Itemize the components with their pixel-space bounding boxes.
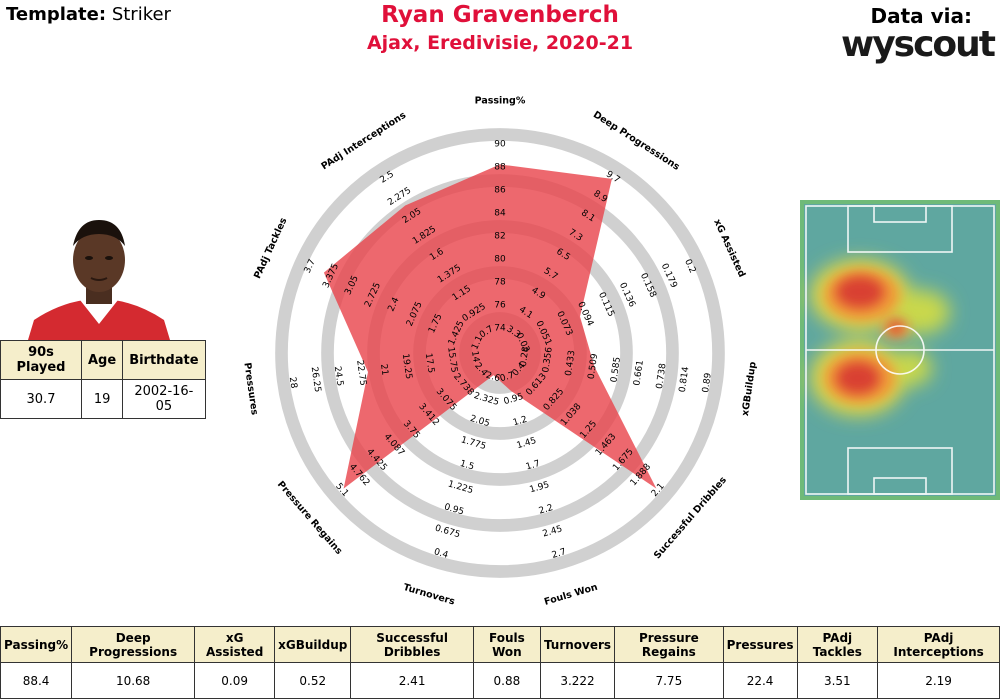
radar-tick-label: 15.75 (445, 346, 459, 373)
stats-header-2: xG Assisted (194, 626, 276, 663)
radar-tick-label: 28 (287, 376, 299, 389)
radar-tick-label: 1.95 (529, 480, 551, 495)
info-table: 90s Played Age Birthdate 30.7 19 2002-16… (0, 340, 206, 419)
stats-value-2: 0.09 (194, 662, 276, 699)
stats-header-5: Fouls Won (472, 626, 541, 663)
radar-tick-label: 84 (494, 209, 506, 219)
radar-tick-label: 0.661 (632, 360, 646, 387)
radar-tick-label: 2.45 (542, 524, 564, 539)
radar-tick-label: 21 (378, 363, 390, 376)
radar-chart: 747678808284868890Passing%3.34.14.95.76.… (241, 96, 759, 608)
heatmap-pitch (800, 200, 1000, 500)
stats-header-4: Successful Dribbles (350, 626, 474, 663)
stats-header-6: Turnovers (539, 626, 616, 663)
stats-value-8: 22.4 (722, 662, 798, 699)
radar-tick-label: 1.5 (459, 459, 476, 473)
stats-value-6: 3.222 (539, 662, 616, 699)
data-via-label: Data via: (870, 4, 972, 28)
wyscout-logo: wyscout (840, 24, 996, 65)
radar-tick-label: 0.7 (499, 371, 516, 385)
radar-tick-label: 0.356 (541, 346, 555, 373)
radar-tick-label: 2.2 (538, 503, 555, 517)
stats-header-0: Passing% (0, 626, 73, 663)
stats-value-9: 3.51 (796, 662, 879, 699)
radar-tick-label: 82 (494, 232, 505, 242)
stats-value-5: 0.88 (472, 662, 541, 699)
info-header-birthdate: Birthdate (122, 340, 206, 380)
radar-tick-label: 80 (494, 255, 506, 265)
radar-tick-label: 74 (494, 324, 506, 334)
template-value: Striker (111, 4, 171, 25)
stats-value-4: 2.41 (350, 662, 474, 699)
radar-tick-label: 17.5 (423, 353, 436, 374)
radar-tick-label: 0.28 (519, 346, 532, 368)
radar-tick-label: 0.89 (701, 372, 714, 394)
radar-tick-label: 0.433 (564, 350, 578, 377)
info-value-90s: 30.7 (0, 379, 82, 419)
stats-header-1: Deep Progressions (71, 626, 196, 663)
radar-tick-label: 22.75 (354, 360, 368, 387)
template-label: Template: Striker (6, 4, 171, 25)
stats-value-1: 10.68 (71, 662, 196, 699)
template-key: Template: (6, 4, 107, 25)
radar-axis-label: Passing% (475, 96, 526, 107)
radar-tick-label: 2.6 (485, 371, 502, 385)
radar-tick-label: 0.585 (609, 356, 623, 383)
radar-tick-label: 0.814 (678, 366, 692, 393)
stats-value-3: 0.52 (274, 662, 352, 699)
player-photo (28, 212, 170, 340)
radar-tick-label: 0.738 (655, 362, 669, 389)
radar-tick-label: 24.5 (332, 366, 345, 387)
radar-tick-label: 88 (494, 163, 506, 173)
radar-tick-label: 90 (494, 140, 506, 150)
radar-axis-label: PAdj Tackles (252, 216, 289, 281)
radar-tick-label: 2.7 (551, 547, 568, 561)
radar-axis-label: xGBuildup (740, 361, 759, 417)
radar-axis-label: Fouls Won (543, 582, 599, 608)
info-header-90s: 90s Played (0, 340, 82, 380)
radar-axis-label: xG Assisted (711, 218, 747, 280)
info-value-age: 19 (80, 379, 124, 419)
radar-tick-label: 1.7 (525, 459, 542, 473)
stats-value-7: 7.75 (614, 662, 724, 699)
radar-tick-label: 26.25 (309, 366, 323, 393)
radar-tick-label: 1.2 (512, 415, 529, 429)
stats-table: Passing% Deep Progressions xG Assisted xGBu… (0, 626, 1000, 699)
radar-tick-label: 86 (494, 186, 506, 196)
radar-tick-label: 1.45 (516, 436, 538, 451)
radar-axis-label: Pressures (241, 362, 259, 416)
info-value-birthdate: 2002-16-05 (122, 379, 206, 419)
stats-header-9: PAdj Tackles (796, 626, 879, 663)
radar-tick-label: 78 (494, 278, 506, 288)
stats-header-8: Pressures (722, 626, 798, 663)
radar-tick-label: 0.4 (433, 547, 450, 561)
stats-header-10: PAdj Interceptions (877, 626, 1000, 663)
subtitle: Ajax, Eredivisie, 2020-21 (366, 32, 634, 54)
radar-tick-label: 14 (469, 350, 481, 363)
radar-polygon (323, 164, 657, 489)
radar-ring (275, 128, 725, 578)
radar-tick-label: 0.95 (503, 392, 525, 407)
player-name: Ryan Gravenberch (381, 2, 619, 28)
radar-tick-label: 19.25 (400, 353, 414, 380)
stats-value-0: 88.4 (0, 662, 73, 699)
radar-tick-label: 76 (494, 301, 506, 311)
radar-axis-label: Turnovers (402, 582, 456, 608)
info-header-age: Age (80, 340, 124, 380)
radar-tick-label: 0.509 (587, 353, 601, 380)
stats-header-3: xGBuildup (274, 626, 352, 663)
stats-header-7: Pressure Regains (614, 626, 724, 663)
stats-value-10: 2.19 (877, 662, 1000, 699)
